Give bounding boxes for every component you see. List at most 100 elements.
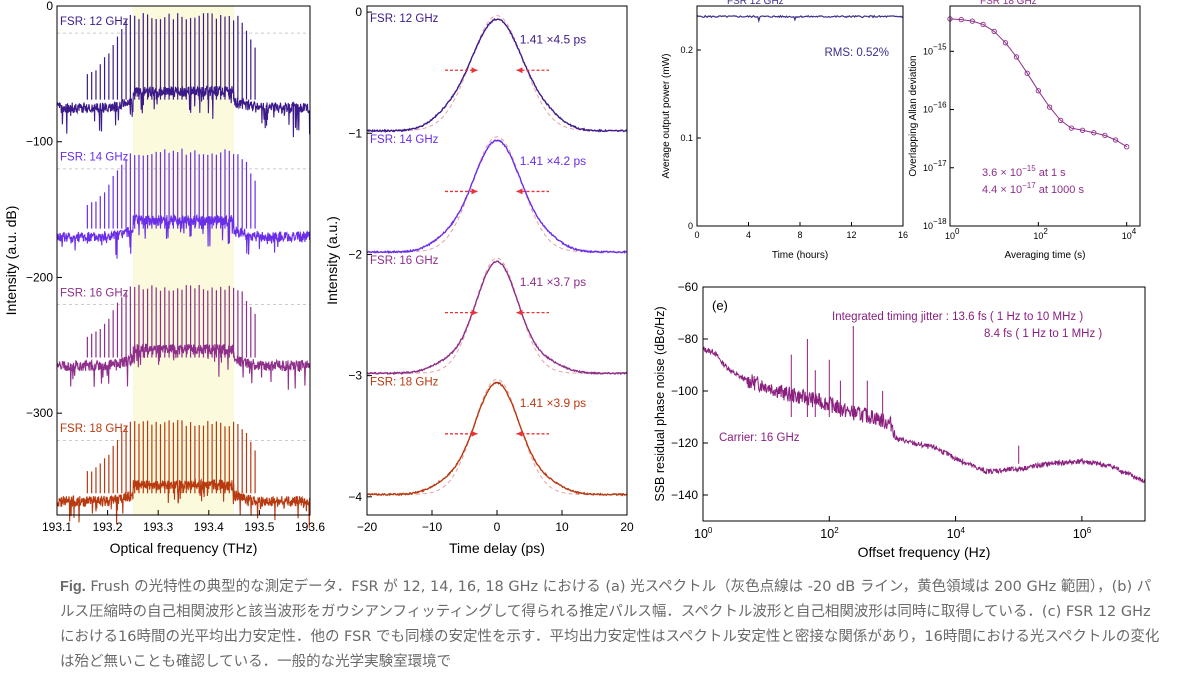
allan-annotation-1: 4.4 × 10−17 at 1000 s: [982, 181, 1084, 196]
plot-frame: [949, 5, 1141, 227]
series-label-3: FSR: 18 GHz: [60, 423, 129, 435]
x-axis-label: Averaging time (s): [1005, 250, 1086, 261]
series-label-3: FSR: 18 GHz: [370, 376, 439, 388]
y-tick-label-1: −100: [26, 135, 53, 149]
x-tick-label-2: 193.3: [143, 520, 173, 534]
allan-annotation-0: 3.6 × 10−15 at 1 s: [982, 164, 1066, 179]
x-tick-label-2: 104: [1122, 227, 1137, 241]
y-axis-label: Intensity (a.u. dB): [3, 206, 19, 316]
carrier-annotation: Carrier: 16 GHz: [719, 432, 800, 444]
allan-point-4: [991, 28, 997, 35]
allan-point-7: [1024, 70, 1030, 76]
y-tick-label-1: 0.1: [680, 133, 693, 143]
autocorrelation-trace-3: [366, 381, 628, 497]
allan-point-2: [969, 18, 975, 24]
x-tick-label-0: −20: [357, 520, 378, 534]
gaussian-fit-2: [367, 257, 627, 374]
jitter-annotation-0: Integrated timing jitter : 13.6 fs ( 1 H…: [832, 311, 1083, 323]
x-tick-label-5: 193.6: [295, 520, 325, 534]
allan-point-5: [1002, 40, 1009, 46]
allan-point-10: [1058, 117, 1064, 124]
figure: FSR: 12 GHz FSR: 14 GHz FSR: 16 GHz FSR: 18…: [3, 0, 1146, 560]
gaussian-fit-1: [367, 136, 627, 253]
allan-point-11: [1068, 125, 1075, 131]
fwhm-arrowhead-right-2: [516, 309, 523, 316]
plot-frame: [702, 286, 1146, 522]
y-tick-label-2: 10−17: [923, 159, 947, 173]
fwhm-arrowhead-right-0: [516, 67, 523, 74]
allan-point-15: [1112, 137, 1119, 143]
y-tick-label-0: 0: [355, 5, 362, 19]
allan-point-9: [1046, 104, 1053, 110]
panel-header: FSR 18 GHz: [980, 0, 1037, 7]
y-tick-label-0: −60: [678, 280, 699, 294]
caption-text: Frush の光特性の典型的な測定データ．FSR が 12, 14, 16, 1…: [60, 579, 1160, 670]
panel-d-allan-deviation: FSR 18 GHz 100 102 104 10−15 10−16 10−17 10−18 3…: [908, 0, 1141, 261]
panel-tag: (e): [712, 298, 728, 313]
x-axis-label: Time delay (ps): [449, 540, 545, 556]
phase-noise-trace: [702, 345, 1146, 484]
pulse-width-label-0: 1.41 ×4.5 ps: [520, 33, 586, 47]
spectrum-floor-3: [56, 478, 311, 528]
y-tick-label-3: −3: [348, 369, 362, 383]
y-axis-label: Average output power (mW): [661, 54, 672, 179]
x-tick-label-2: 104: [947, 526, 966, 541]
gaussian-fit-0: [367, 15, 627, 132]
allan-point-3: [980, 21, 986, 28]
y-axis-label: Intensity (a.u.): [324, 216, 340, 305]
jitter-annotation-1: 8.4 fs ( 1 Hz to 1 MHz ): [984, 328, 1102, 340]
plot-frame: [56, 5, 311, 516]
autocorrelation-trace-0: [366, 17, 628, 134]
x-tick-label-3: 10: [555, 520, 569, 534]
panel-a-spectrum: FSR: 12 GHz FSR: 14 GHz FSR: 16 GHz FSR: 18…: [3, 0, 325, 556]
fwhm-arrowhead-right-1: [516, 188, 523, 195]
spectrum-floor-1: [56, 213, 311, 259]
y-tick-label-1: −80: [678, 332, 699, 346]
x-tick-label-4: 193.5: [244, 520, 274, 534]
pulse-width-label-2: 1.41 ×3.7 ps: [520, 275, 586, 289]
panel-header: FSR 12 GHz: [727, 0, 784, 7]
y-tick-label-4: −140: [671, 488, 698, 502]
x-tick-label-3: 12: [846, 230, 856, 240]
fwhm-arrowhead-left-2: [471, 309, 478, 316]
panel-c-output-power: FSR 12 GHz RMS: 0.52% 0 4 8 12 16 0 0.1 0.2 Time (…: [661, 0, 908, 261]
x-axis-label: Time (hours): [772, 250, 828, 261]
y-tick-label-2: 0.2: [680, 45, 693, 55]
x-tick-label-4: 20: [620, 520, 634, 534]
series-label-2: FSR: 16 GHz: [60, 287, 129, 299]
pulse-width-label-3: 1.41 ×3.9 ps: [520, 396, 586, 410]
fwhm-arrowhead-left-1: [471, 188, 478, 195]
panel-e-phase-noise: Integrated timing jitter : 13.6 fs ( 1 H…: [653, 280, 1146, 560]
x-tick-label-0: 100: [945, 227, 960, 241]
allan-point-16: [1124, 144, 1130, 150]
autocorrelation-trace-2: [366, 260, 628, 376]
x-tick-label-2: 8: [797, 230, 802, 240]
y-tick-label-1: 10−16: [923, 101, 947, 115]
y-tick-label-0: 0: [688, 221, 693, 231]
y-tick-label-2: −100: [671, 384, 698, 398]
allan-point-13: [1091, 130, 1097, 136]
gaussian-fit-3: [367, 378, 627, 495]
series-label-0: FSR: 12 GHz: [370, 13, 439, 25]
allan-point-12: [1079, 127, 1086, 133]
allan-point-14: [1102, 132, 1108, 139]
series-label-0: FSR: 12 GHz: [60, 16, 129, 28]
x-tick-label-0: 100: [694, 526, 713, 541]
x-tick-label-1: 4: [746, 230, 751, 240]
fwhm-arrowhead-right-3: [516, 430, 523, 437]
fwhm-arrowhead-left-3: [471, 430, 478, 437]
x-axis-label: Optical frequency (THz): [110, 540, 258, 556]
y-tick-label-0: 10−15: [923, 42, 947, 56]
spectrum-floor-2: [56, 343, 311, 390]
x-tick-label-2: 0: [494, 520, 501, 534]
allan-point-8: [1035, 88, 1042, 94]
rms-label: RMS: 0.52%: [824, 47, 889, 59]
series-label-2: FSR: 16 GHz: [370, 255, 439, 267]
series-label-1: FSR: 14 GHz: [370, 134, 439, 146]
y-tick-label-0: 0: [46, 0, 53, 13]
caption-label: Fig.: [60, 579, 86, 595]
power-trace: [696, 14, 904, 24]
fwhm-arrowhead-left-0: [471, 67, 478, 74]
y-axis-label: SSB residual phase noise (dBc/Hz): [653, 306, 667, 501]
pulse-width-label-1: 1.41 ×4.2 ps: [520, 154, 586, 168]
